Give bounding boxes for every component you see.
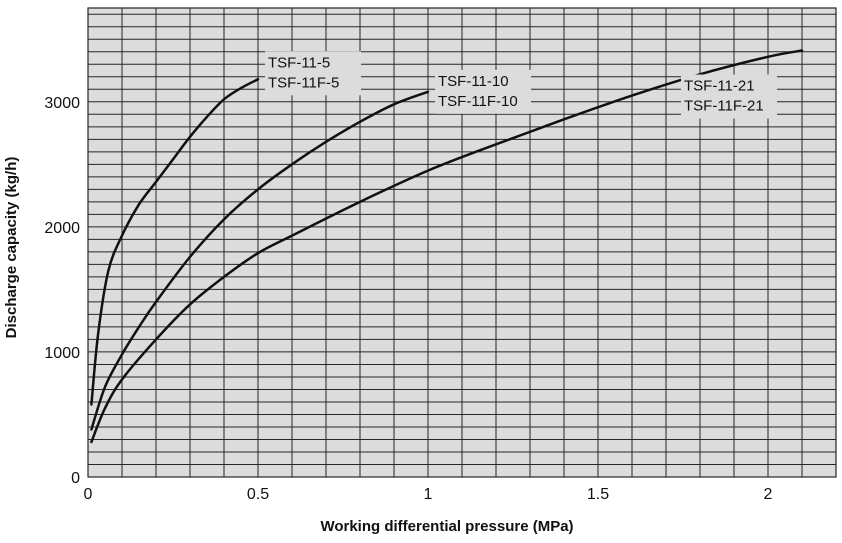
y-axis-title: Discharge capacity (kg/h)	[3, 157, 20, 339]
x-tick-label: 1.5	[587, 486, 609, 503]
series-label: TSF-11-21	[684, 78, 755, 95]
series-label-background	[435, 69, 531, 114]
series-label: TSF-11F-5	[268, 74, 339, 91]
y-tick-label: 3000	[44, 95, 80, 112]
y-tick-label: 1000	[44, 345, 80, 362]
x-tick-label: 2	[764, 486, 773, 503]
y-tick-label: 2000	[44, 220, 80, 237]
series-label: TSF-11F-21	[684, 98, 764, 115]
series-label: TSF-11F-10	[438, 93, 518, 110]
series-label: TSF-11-5	[268, 54, 330, 71]
series-line-2	[90, 90, 430, 431]
x-tick-label: 0.5	[247, 486, 269, 503]
x-tick-label: 1	[424, 486, 433, 503]
series-line-1	[90, 78, 260, 406]
series-label-background	[265, 51, 361, 96]
plot-frame	[87, 7, 837, 478]
x-tick-label: 0	[84, 486, 93, 503]
y-tick-label: 0	[71, 470, 80, 487]
series-line-3	[90, 49, 804, 444]
series-label-background	[681, 74, 777, 119]
series-label: TSF-11-10	[438, 73, 509, 90]
x-axis-title: Working differential pressure (MPa)	[320, 518, 573, 535]
